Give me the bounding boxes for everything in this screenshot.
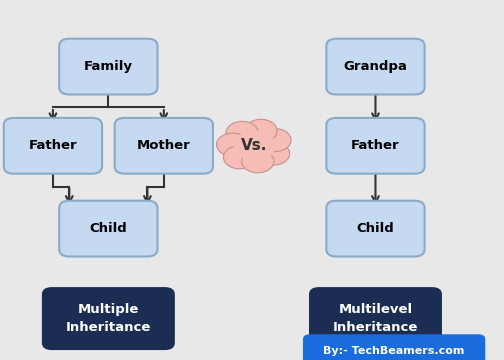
Text: Multilevel
Inheritance: Multilevel Inheritance	[333, 303, 418, 334]
Circle shape	[223, 146, 256, 169]
FancyBboxPatch shape	[327, 118, 424, 174]
FancyBboxPatch shape	[59, 201, 157, 256]
Text: Mother: Mother	[137, 139, 191, 152]
Circle shape	[217, 133, 249, 156]
Text: Multiple
Inheritance: Multiple Inheritance	[66, 303, 151, 334]
FancyBboxPatch shape	[327, 201, 424, 256]
Text: Family: Family	[84, 60, 133, 73]
Circle shape	[245, 119, 277, 142]
Text: Grandpa: Grandpa	[344, 60, 407, 73]
Circle shape	[233, 131, 276, 161]
FancyBboxPatch shape	[303, 335, 484, 360]
FancyBboxPatch shape	[327, 39, 424, 94]
FancyBboxPatch shape	[42, 288, 174, 349]
FancyBboxPatch shape	[59, 39, 157, 94]
Circle shape	[225, 125, 284, 167]
Text: Father: Father	[351, 139, 400, 152]
Text: Vs.: Vs.	[241, 138, 268, 153]
FancyBboxPatch shape	[309, 288, 441, 349]
Text: Child: Child	[357, 222, 394, 235]
Text: Child: Child	[90, 222, 127, 235]
FancyBboxPatch shape	[4, 118, 102, 174]
Circle shape	[226, 121, 258, 144]
Text: Father: Father	[29, 139, 77, 152]
Circle shape	[241, 150, 274, 173]
FancyBboxPatch shape	[115, 118, 213, 174]
Circle shape	[259, 129, 291, 152]
Text: By:- TechBeamers.com: By:- TechBeamers.com	[324, 346, 465, 356]
Circle shape	[258, 142, 290, 165]
